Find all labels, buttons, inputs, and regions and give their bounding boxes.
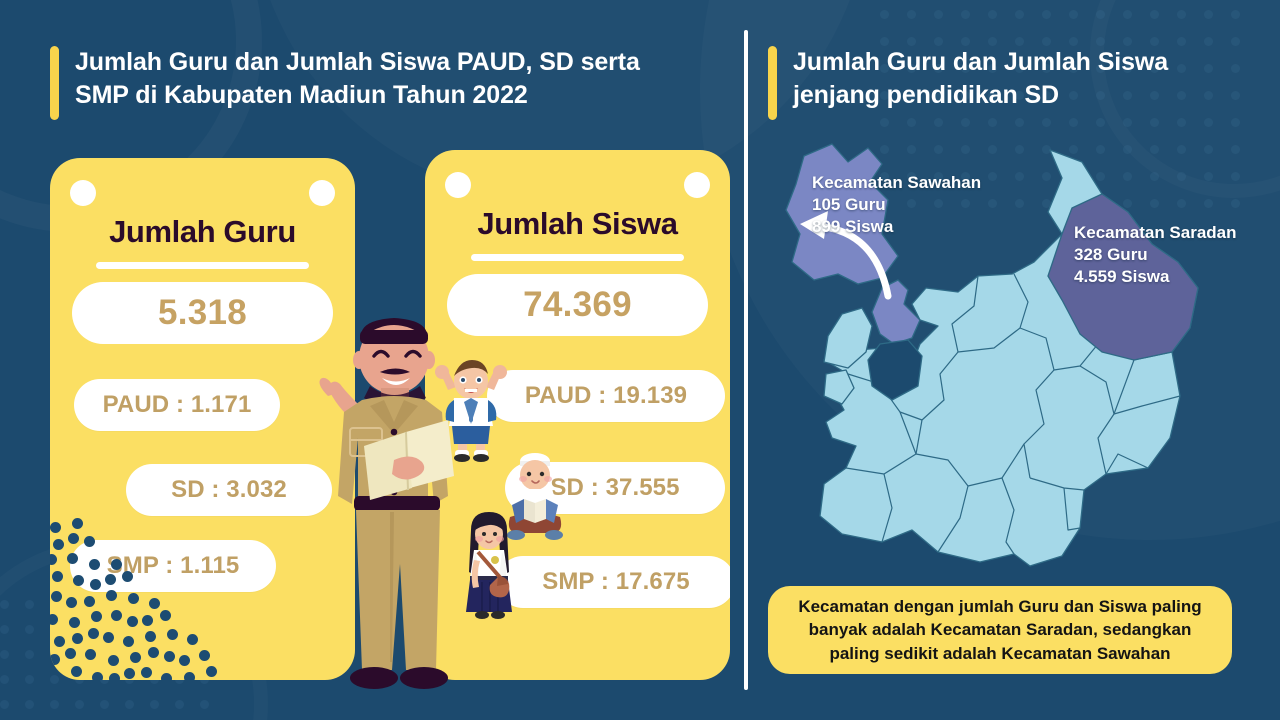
teacher-illustration	[319, 318, 454, 689]
map-caption-text: Kecamatan dengan jumlah Guru dan Siswa p…	[798, 596, 1202, 663]
map-region-sawahan-actual	[871, 279, 921, 345]
card-punch-hole	[445, 172, 471, 198]
right-panel-title: Jumlah Guru dan Jumlah Siswa jenjang pen…	[768, 46, 1168, 120]
card-dot-pattern	[50, 514, 224, 680]
card-guru-item-smp: SMP : 1.115	[70, 540, 276, 592]
map-label-sawahan: Kecamatan Sawahan 105 Guru 899 Siswa	[812, 173, 982, 237]
map-region-west-strip	[823, 307, 873, 369]
card-guru-title: Jumlah Guru	[109, 214, 296, 249]
title-accent-bar	[768, 46, 777, 120]
left-panel-title: Jumlah Guru dan Jumlah Siswa PAUD, SD se…	[50, 46, 640, 120]
title-accent-bar	[50, 46, 59, 120]
map-label-saradan: Kecamatan Saradan 328 Guru 4.559 Siswa	[1074, 223, 1237, 287]
card-siswa-title: Jumlah Siswa	[477, 206, 678, 241]
card-guru-total: 5.318	[72, 282, 333, 344]
student-girl-illustration	[466, 512, 512, 619]
card-guru-item-sd: SD : 3.032	[126, 464, 332, 516]
panel-divider	[744, 30, 748, 690]
card-punch-hole	[684, 172, 710, 198]
card-divider-rule	[471, 254, 684, 261]
card-guru-item-paud: PAUD : 1.171	[74, 379, 280, 431]
map-arrow	[800, 211, 892, 300]
right-title-text: Jumlah Guru dan Jumlah Siswa jenjang pen…	[793, 48, 1169, 109]
card-siswa-total: 74.369	[447, 274, 708, 336]
map-caption-box: Kecamatan dengan jumlah Guru dan Siswa p…	[768, 586, 1232, 674]
card-divider-rule	[96, 262, 309, 269]
card-jumlah-guru: Jumlah Guru 5.318 PAUD : 1.171 SD : 3.03…	[50, 158, 355, 680]
card-siswa-item-paud: PAUD : 19.139	[487, 370, 725, 422]
student-boy-reading-illustration	[507, 453, 563, 540]
map-region-saradan	[1047, 193, 1199, 361]
card-punch-hole	[70, 180, 96, 206]
kabupaten-madiun-map	[762, 138, 1262, 578]
card-jumlah-siswa: Jumlah Siswa 74.369 PAUD : 19.139 SD : 3…	[425, 150, 730, 680]
left-title-text: Jumlah Guru dan Jumlah Siswa PAUD, SD se…	[75, 48, 640, 109]
map-svg	[785, 143, 1199, 567]
map-region-west-small	[823, 369, 855, 405]
card-punch-hole	[309, 180, 335, 206]
map-region-dark-inset	[867, 339, 923, 401]
student-boy-cheering-illustration	[435, 360, 507, 462]
card-siswa-item-smp: SMP : 17.675	[497, 556, 730, 608]
